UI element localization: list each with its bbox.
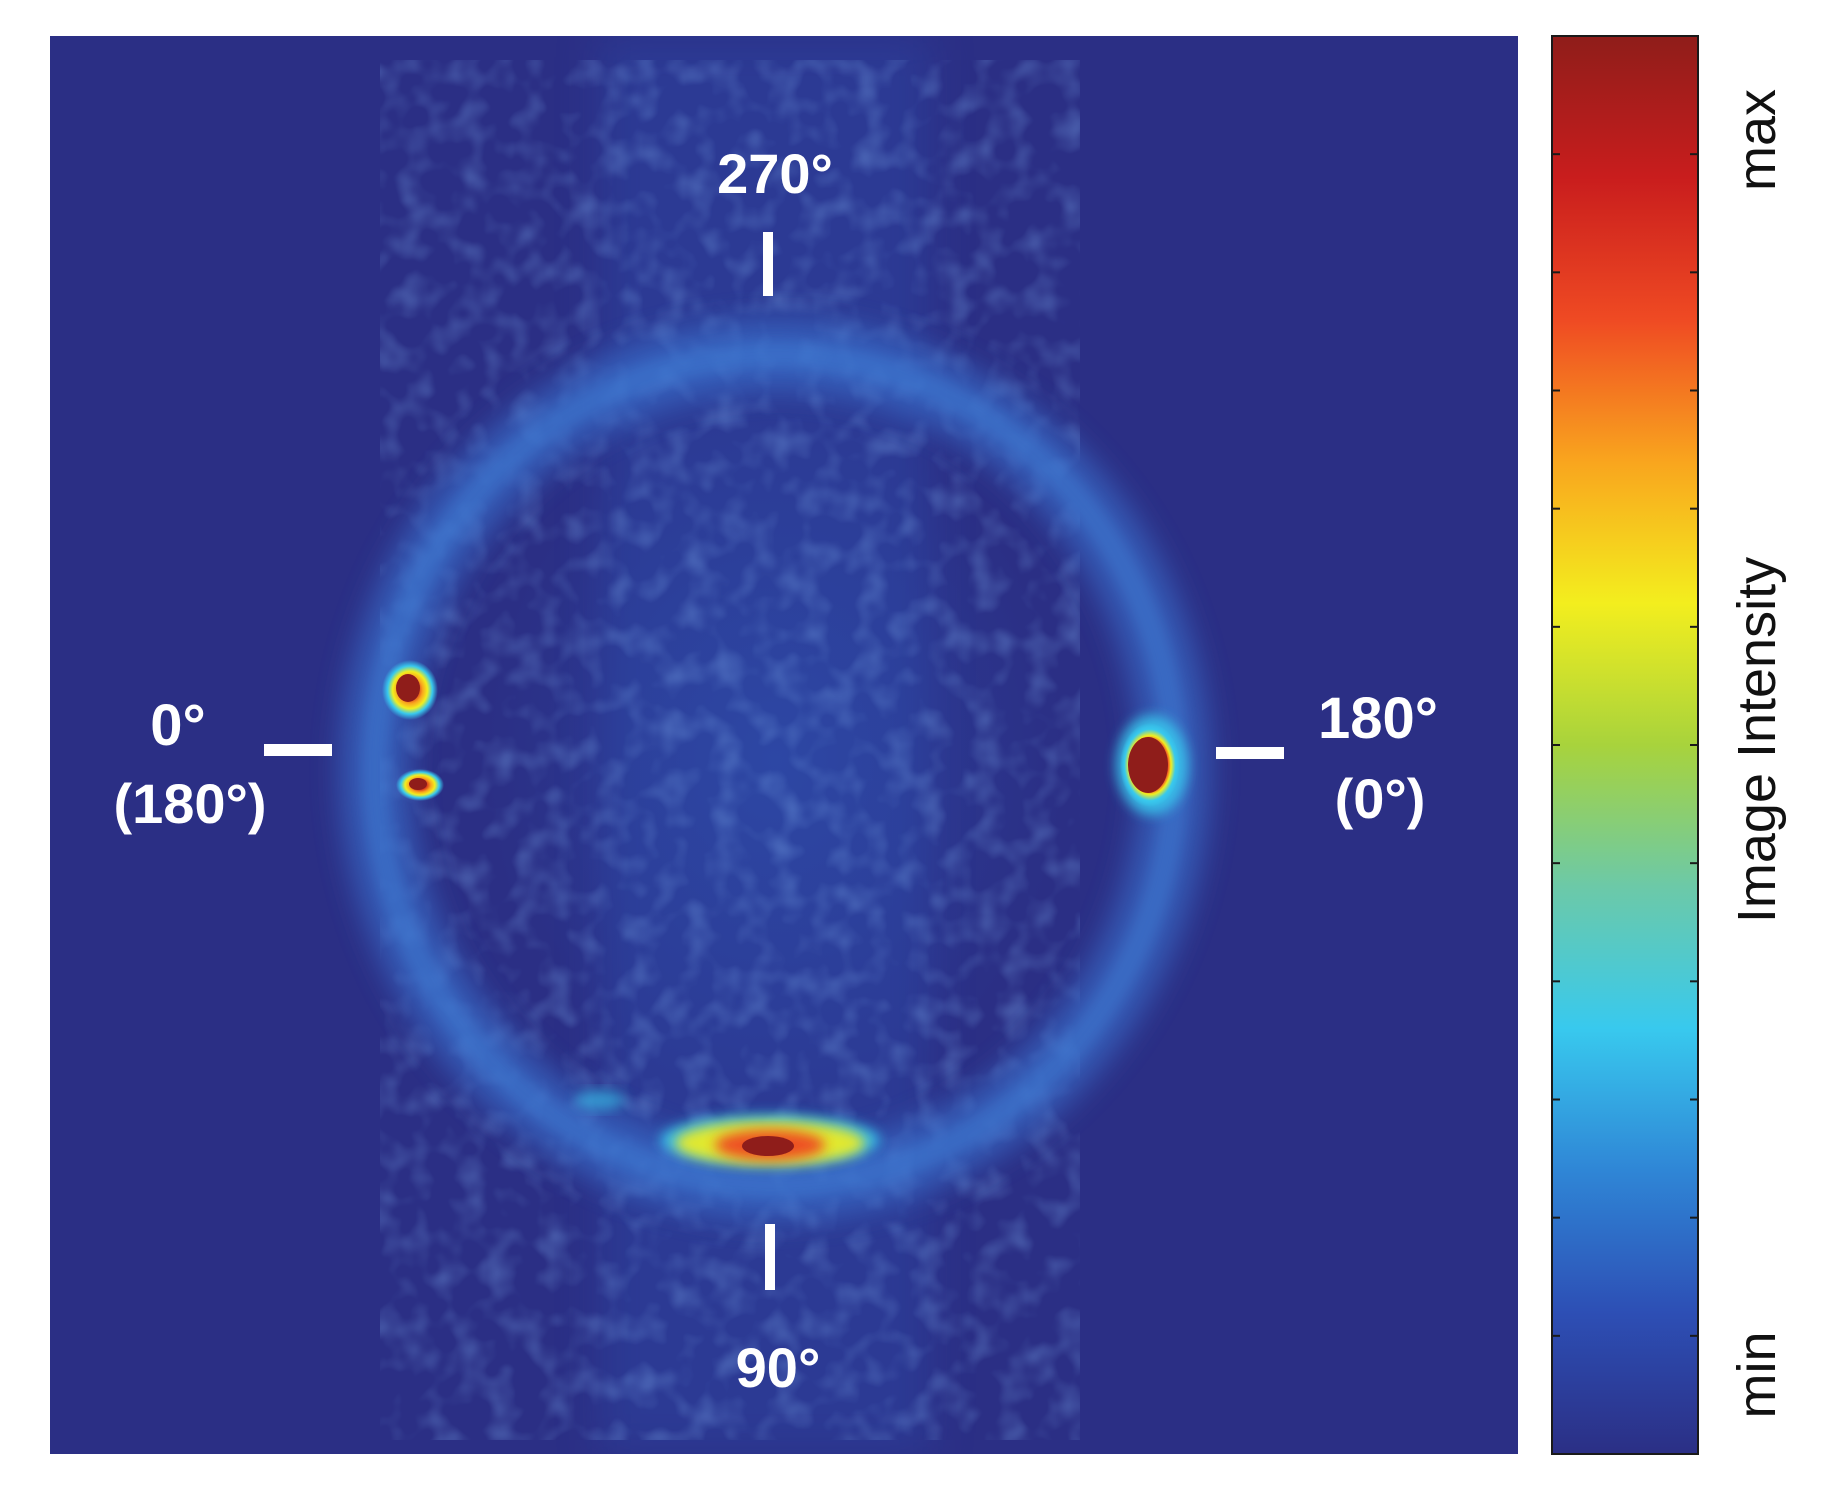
colorbar-ticks: [1552, 153, 1698, 1337]
tick-bottom: [765, 1224, 775, 1290]
label-0: 0°: [150, 693, 205, 758]
label-180: 180°: [1318, 686, 1438, 751]
speckle-texture: [380, 60, 1080, 1440]
hotspot-bottom: [575, 1090, 880, 1166]
label-left-alt: (180°): [113, 772, 266, 835]
colorbar-min-label: min: [1727, 1331, 1787, 1418]
colorbar: max Image Intensity min: [1551, 35, 1787, 1455]
hotspot-right: [1116, 715, 1188, 815]
intensity-image: [50, 36, 1518, 1454]
label-right-alt: (0°): [1335, 767, 1426, 830]
colorbar-title: Image Intensity: [1727, 557, 1787, 923]
tick-right: [1216, 747, 1284, 759]
colorbar-max-label: max: [1727, 89, 1787, 191]
tick-left: [264, 744, 332, 756]
tick-top: [763, 232, 773, 296]
angle-markers: [264, 232, 1284, 1290]
label-90: 90°: [736, 1336, 821, 1399]
colorbar-bar: [1551, 35, 1699, 1455]
hotspot-left: [382, 660, 444, 801]
label-270: 270°: [717, 142, 833, 205]
